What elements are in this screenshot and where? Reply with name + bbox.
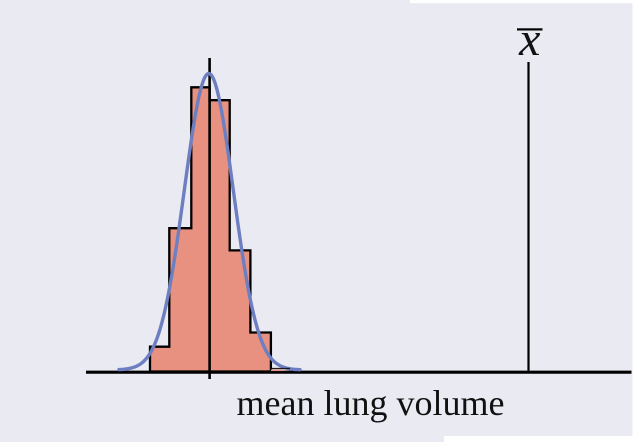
svg-text:mean lung volume: mean lung volume xyxy=(237,383,505,423)
svg-text:x: x xyxy=(518,13,540,66)
